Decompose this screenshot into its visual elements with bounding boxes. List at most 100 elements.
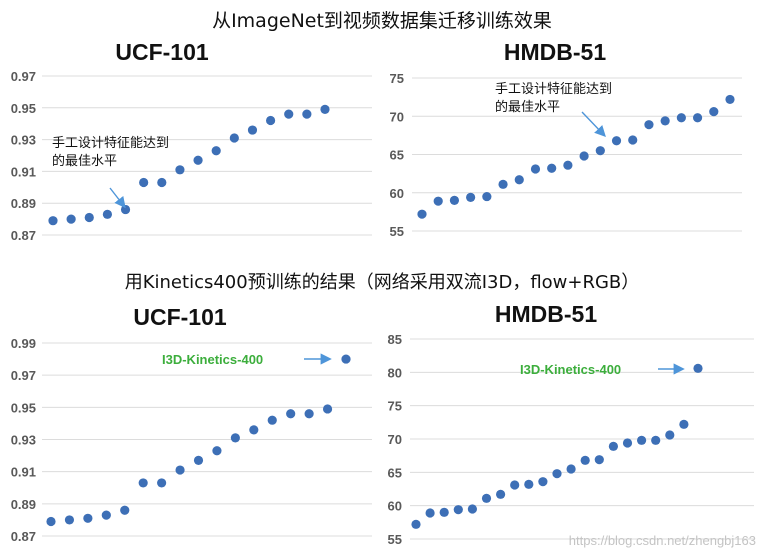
y-tick-label: 55 xyxy=(390,224,404,239)
data-point xyxy=(524,479,534,489)
data-point xyxy=(193,155,203,165)
data-point xyxy=(157,177,167,188)
annotation-text: 的最佳水平 xyxy=(52,153,117,169)
data-point xyxy=(433,196,443,206)
data-point xyxy=(547,163,557,173)
chart-hmdb51-imagenet: HMDB-51 75 70 65 60 55 手工设计特征能达到 的最佳水平 xyxy=(382,38,764,253)
y-tick-label: 60 xyxy=(388,499,402,514)
data-point xyxy=(693,363,703,373)
data-point xyxy=(665,430,675,440)
top-heading: 从ImageNet到视频数据集迁移训练效果 xyxy=(212,10,552,32)
y-tick-label: 70 xyxy=(388,432,402,447)
data-point xyxy=(284,109,294,119)
data-point xyxy=(320,104,330,114)
data-point xyxy=(725,94,735,105)
data-point xyxy=(637,435,647,445)
chart-hmdb51-kinetics: HMDB-51 85 80 75 70 65 60 55 I3D-Kinetics-400 xyxy=(382,298,764,548)
data-point xyxy=(157,478,167,488)
y-tick-label: 0.99 xyxy=(11,336,36,351)
data-point xyxy=(267,415,277,425)
data-point xyxy=(580,455,590,465)
y-tick-label: 75 xyxy=(390,71,404,86)
annotation-arrow xyxy=(109,187,126,209)
y-tick-label: 60 xyxy=(390,186,404,201)
data-point xyxy=(48,216,58,226)
y-tick-label: 0.93 xyxy=(11,433,36,448)
y-tick-label: 70 xyxy=(390,109,404,124)
annotation-text: 的最佳水平 xyxy=(495,99,560,115)
data-point xyxy=(66,214,76,224)
data-point xyxy=(439,507,449,517)
data-point xyxy=(628,135,638,145)
y-tick-label: 0.97 xyxy=(11,368,36,383)
data-point xyxy=(229,133,239,143)
y-tick-label: 0.87 xyxy=(11,228,36,243)
y-tick-label: 0.91 xyxy=(11,164,36,179)
data-point xyxy=(566,464,576,474)
data-point xyxy=(425,508,435,518)
data-point xyxy=(449,195,460,205)
data-point xyxy=(138,478,148,488)
y-tick-label: 0.89 xyxy=(11,196,36,211)
data-point xyxy=(611,136,622,146)
data-point xyxy=(481,493,492,503)
data-point xyxy=(538,477,548,487)
watermark-text: https://blog.csdn.net/zhengbj163 xyxy=(568,533,756,548)
chart-title: UCF-101 xyxy=(133,304,227,330)
chart-ucf101-kinetics: UCF-101 0.99 0.97 0.95 0.93 0.91 0.89 0.87 I3D-K… xyxy=(0,298,380,548)
data-point xyxy=(552,469,562,479)
data-point xyxy=(120,505,130,515)
data-point xyxy=(102,209,112,219)
annotation-text: 手工设计特征能达到 xyxy=(52,136,169,151)
data-point xyxy=(193,455,204,466)
data-point xyxy=(230,433,240,443)
chart-hmdb51-kinetics-svg: HMDB-51 85 80 75 70 65 60 55 I3D-Kinetics-400 xyxy=(388,301,754,547)
data-point xyxy=(286,409,296,419)
data-point xyxy=(644,120,654,130)
data-point xyxy=(322,404,333,414)
y-tick-label: 65 xyxy=(388,465,402,480)
annotation-text: I3D-Kinetics-400 xyxy=(520,362,621,377)
annotation-text: I3D-Kinetics-400 xyxy=(162,352,263,367)
chart-ucf101-kinetics-svg: UCF-101 0.99 0.97 0.95 0.93 0.91 0.89 0.87 I3D-K… xyxy=(11,304,372,544)
y-tick-label: 65 xyxy=(390,148,404,163)
annotation-text: 手工设计特征能达到 xyxy=(495,82,612,97)
data-point xyxy=(530,164,541,174)
chart-ucf101-imagenet-svg: UCF-101 0.97 0.95 0.93 0.91 0.89 0.87 手工设计特征能达到… xyxy=(11,39,372,243)
data-point xyxy=(212,446,222,456)
y-tick-label: 55 xyxy=(388,532,402,547)
data-point xyxy=(608,441,618,451)
data-point xyxy=(498,179,508,189)
data-point xyxy=(482,191,492,202)
data-point xyxy=(496,489,506,499)
data-point xyxy=(594,455,604,465)
data-point xyxy=(514,175,524,185)
data-point xyxy=(211,146,221,156)
chart-title: HMDB-51 xyxy=(504,39,606,65)
data-point xyxy=(247,125,258,135)
y-tick-label: 0.87 xyxy=(11,529,36,544)
data-point xyxy=(622,438,633,448)
data-point xyxy=(692,113,703,123)
y-tick-label: 0.97 xyxy=(11,69,36,84)
data-point xyxy=(411,519,421,529)
data-point xyxy=(709,107,719,117)
data-point xyxy=(304,409,314,419)
y-tick-label: 0.89 xyxy=(11,497,36,512)
data-point xyxy=(660,116,670,126)
data-point xyxy=(510,480,520,490)
data-point xyxy=(453,505,463,515)
data-point xyxy=(46,516,56,527)
bottom-heading: 用Kinetics400预训练的结果（网络采用双流I3D，flow+RGB） xyxy=(124,272,640,293)
data-point xyxy=(466,192,476,202)
data-point xyxy=(139,177,149,188)
data-point xyxy=(175,165,185,175)
data-point xyxy=(676,113,686,123)
y-tick-label: 75 xyxy=(388,399,402,414)
data-point xyxy=(651,435,661,445)
data-point xyxy=(64,515,75,525)
data-point xyxy=(266,115,276,126)
y-tick-label: 85 xyxy=(388,332,402,347)
chart-title: HMDB-51 xyxy=(495,301,597,327)
